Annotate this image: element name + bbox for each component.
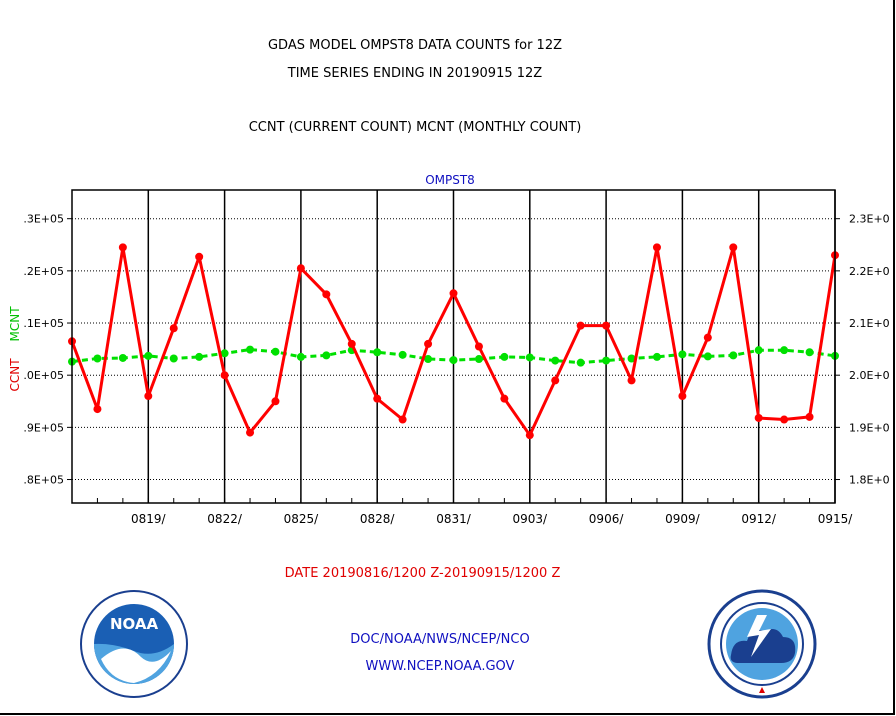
panel-title: OMPST8 — [425, 173, 475, 187]
x-tick-label: 0825/ — [284, 512, 320, 526]
y-axis-label-mcnt: MCNT — [8, 306, 22, 342]
data-point-ccnt — [525, 431, 534, 440]
data-point-ccnt — [118, 243, 127, 252]
data-point-ccnt — [398, 415, 407, 424]
x-tick-label: 0822/ — [207, 512, 243, 526]
grid-layer — [72, 190, 836, 503]
y-tick-label-right: 2.1E+0 — [849, 317, 890, 330]
data-point-ccnt — [296, 264, 305, 273]
chart-title-line1: GDAS MODEL OMPST8 DATA COUNTS for 12Z — [267, 38, 563, 53]
data-point-mcnt — [195, 352, 204, 361]
data-point-ccnt — [271, 397, 280, 406]
data-point-ccnt — [703, 333, 712, 342]
data-point-mcnt — [525, 353, 534, 362]
data-point-ccnt — [424, 339, 433, 348]
data-point-ccnt — [805, 412, 814, 421]
y-tick-label-right: 1.8E+0 — [849, 474, 890, 487]
data-point-mcnt — [373, 348, 382, 357]
chart-title-line2: TIME SERIES ENDING IN 20190915 12Z — [287, 66, 543, 81]
noaa-logo-text: NOAA — [110, 615, 159, 633]
data-point-mcnt — [729, 351, 738, 360]
footer-org: DOC/NOAA/NWS/NCEP/NCO — [350, 632, 530, 647]
data-point-ccnt — [652, 243, 661, 252]
data-point-mcnt — [780, 346, 789, 355]
data-point-ccnt — [449, 289, 458, 298]
data-point-mcnt — [398, 350, 407, 359]
x-tick-label: 0906/ — [589, 512, 625, 526]
y-tick-label-right: 2.3E+0 — [849, 213, 890, 226]
data-point-mcnt — [169, 354, 178, 363]
x-tick-label: 0831/ — [436, 512, 472, 526]
data-point-mcnt — [246, 345, 255, 354]
data-point-mcnt — [118, 353, 127, 362]
x-tick-label: 0909/ — [665, 512, 701, 526]
noaa-logo-icon: NOAA — [80, 590, 188, 698]
data-point-mcnt — [296, 352, 305, 361]
data-point-mcnt — [500, 352, 509, 361]
data-point-ccnt — [576, 321, 585, 330]
data-point-mcnt — [754, 346, 763, 355]
axis-layer: .8E+05 1.8E+0 .9E+05 1.9E+0 .0E+05 2.0E+0 .1E+… — [23, 189, 890, 526]
series-layer — [68, 243, 839, 440]
x-tick-label: 0819/ — [131, 512, 167, 526]
data-point-ccnt — [144, 392, 153, 401]
data-point-ccnt — [373, 394, 382, 403]
data-point-ccnt — [474, 342, 483, 351]
data-point-mcnt — [678, 350, 687, 359]
x-tick-label: 0903/ — [513, 512, 549, 526]
y-tick-label-left: .1E+05 — [23, 317, 64, 330]
y-tick-label-left: .9E+05 — [23, 421, 64, 434]
data-point-mcnt — [627, 354, 636, 363]
data-point-mcnt — [449, 356, 458, 365]
y-tick-label-left: .0E+05 — [23, 369, 64, 382]
x-tick-label: 0828/ — [360, 512, 396, 526]
data-point-mcnt — [551, 356, 560, 365]
data-point-ccnt — [627, 376, 636, 385]
x-tick-label: 0915/ — [818, 512, 854, 526]
y-axis-label-ccnt: CCNT — [8, 358, 22, 392]
data-point-ccnt — [551, 376, 560, 385]
data-point-ccnt — [500, 394, 509, 403]
data-point-ccnt — [322, 290, 331, 299]
data-point-mcnt — [602, 356, 611, 365]
date-range-label: DATE 20190816/1200 Z-20190915/1200 Z — [284, 566, 561, 581]
data-point-ccnt — [729, 243, 738, 252]
data-point-ccnt — [246, 428, 255, 437]
footer-url[interactable]: WWW.NCEP.NOAA.GOV — [365, 659, 515, 674]
data-point-mcnt — [474, 355, 483, 364]
data-point-mcnt — [220, 349, 229, 358]
y-tick-label-left: .8E+05 — [23, 474, 64, 487]
y-tick-label-right: 2.2E+0 — [849, 265, 890, 278]
data-point-mcnt — [144, 351, 153, 360]
nws-logo-icon — [707, 589, 817, 699]
data-point-mcnt — [93, 354, 102, 363]
data-point-ccnt — [93, 405, 102, 414]
data-point-mcnt — [652, 352, 661, 361]
data-point-ccnt — [780, 415, 789, 424]
data-point-ccnt — [347, 339, 356, 348]
y-tick-label-left: .2E+05 — [23, 265, 64, 278]
data-point-ccnt — [169, 324, 178, 333]
data-point-mcnt — [576, 358, 585, 367]
data-point-mcnt — [424, 355, 433, 364]
data-point-ccnt — [195, 252, 204, 261]
y-tick-label-left: .3E+05 — [23, 213, 64, 226]
data-point-ccnt — [754, 413, 763, 422]
x-tick-label: 0912/ — [741, 512, 777, 526]
data-point-mcnt — [271, 347, 280, 356]
data-point-mcnt — [703, 352, 712, 361]
data-point-ccnt — [602, 321, 611, 330]
data-point-ccnt — [220, 371, 229, 380]
data-point-mcnt — [322, 351, 331, 360]
chart-subtitle: CCNT (CURRENT COUNT) MCNT (MONTHLY COUNT… — [248, 120, 582, 135]
y-tick-label-right: 2.0E+0 — [849, 369, 890, 382]
data-point-ccnt — [678, 392, 687, 401]
y-tick-label-right: 1.9E+0 — [849, 421, 890, 434]
data-point-mcnt — [805, 348, 814, 357]
